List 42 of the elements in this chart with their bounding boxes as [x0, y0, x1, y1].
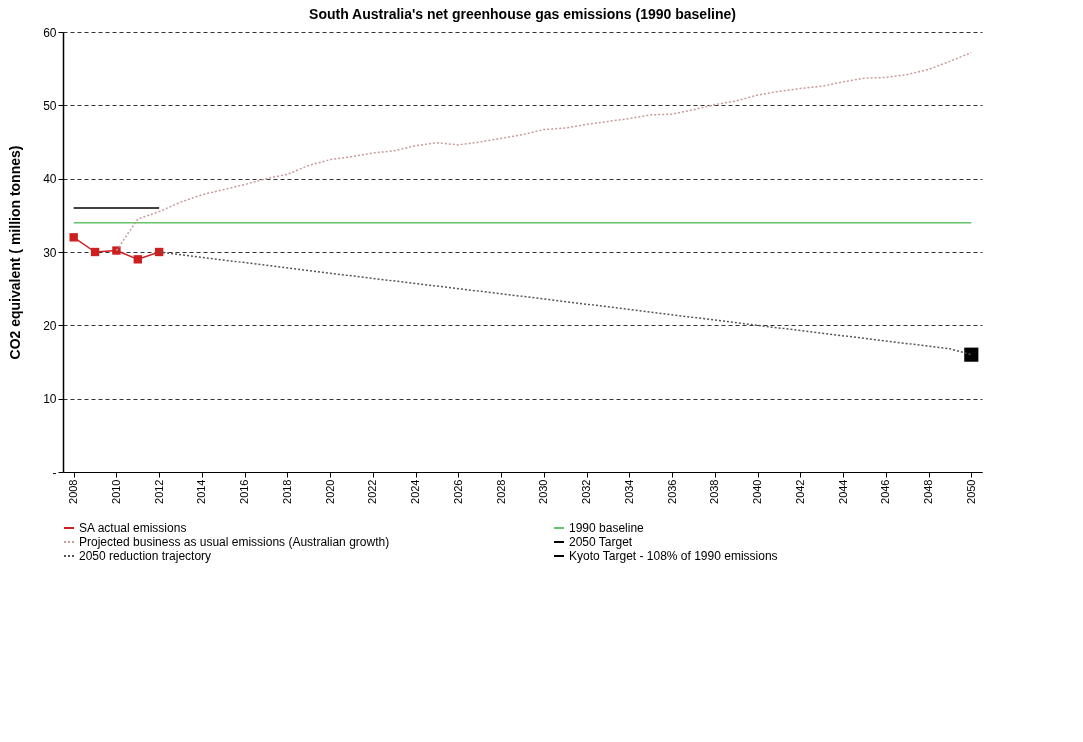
y-tick-label: 50: [43, 98, 57, 113]
y-tick-label: 20: [43, 318, 57, 333]
x-tick-label: 2024: [409, 479, 422, 504]
x-tick-label: 2034: [622, 479, 635, 504]
y-tick-label: 60: [43, 25, 57, 40]
chart-title: South Australia's net greenhouse gas emissions (1990 baseline): [309, 6, 736, 22]
point: [133, 255, 142, 264]
point: [964, 347, 979, 362]
point: [112, 246, 121, 255]
x-tick-label: 2014: [195, 479, 208, 504]
y-tick-label: 30: [43, 245, 57, 260]
x-tick-label: 2048: [922, 479, 935, 504]
legend-label: Projected business as usual emissions (Australian growth): [79, 535, 390, 549]
legend-label: SA actual emissions: [79, 521, 187, 535]
legend-label: Kyoto Target - 108% of 1990 emissions: [569, 549, 778, 563]
x-tick-label: 2030: [537, 479, 550, 504]
y-tick-label: -: [52, 465, 57, 480]
y-tick-label: 10: [43, 392, 57, 407]
x-tick-label: 2036: [665, 479, 678, 504]
x-tick-label: 2046: [879, 479, 892, 504]
point: [69, 233, 78, 242]
x-tick-label: 2050: [964, 479, 977, 504]
x-tick-label: 2044: [836, 479, 849, 504]
y-tick-label: 40: [43, 172, 57, 187]
x-tick-label: 2038: [708, 479, 721, 504]
x-tick-label: 2026: [451, 479, 464, 504]
x-tick-label: 2028: [494, 479, 507, 504]
point: [90, 247, 100, 257]
x-tick-label: 2018: [280, 479, 293, 504]
x-tick-label: 2020: [323, 479, 336, 504]
x-tick-label: 2012: [152, 479, 165, 504]
x-tick-label: 2040: [751, 479, 764, 504]
x-tick-label: 2022: [366, 479, 379, 504]
legend-label: 2050 reduction trajectory: [79, 549, 212, 563]
x-tick-label: 2042: [793, 479, 806, 504]
x-tick-label: 2032: [580, 479, 593, 504]
legend-label: 1990 baseline: [569, 521, 645, 535]
legend-label: 2050 Target: [569, 535, 633, 549]
y-axis-title: CO2 equivalent ( million tonnes): [7, 145, 24, 360]
x-tick-label: 2010: [109, 479, 122, 504]
x-tick-label: 2008: [67, 479, 80, 504]
x-tick-label: 2016: [238, 479, 251, 504]
